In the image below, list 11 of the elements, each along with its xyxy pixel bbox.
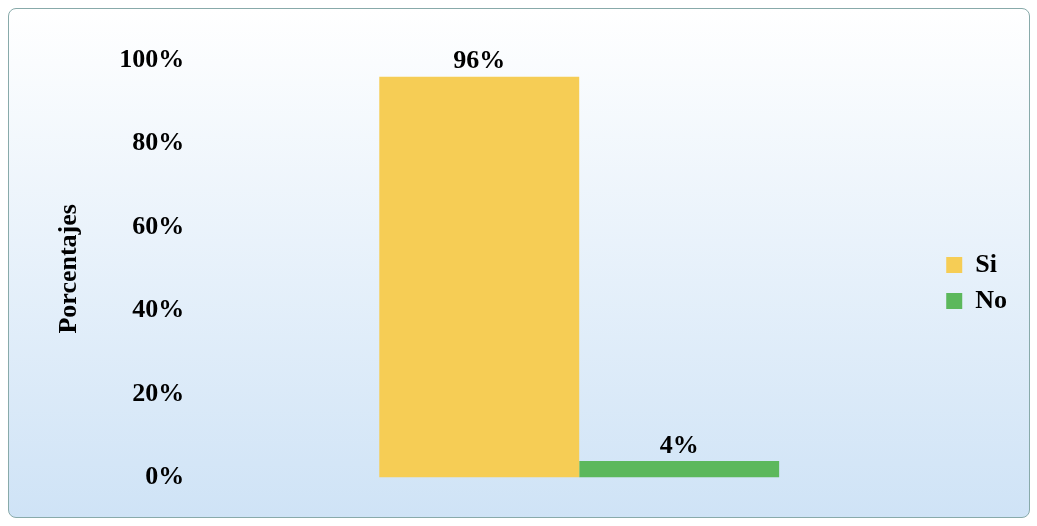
y-tick-label: 40% xyxy=(132,294,185,324)
y-tick-label: 100% xyxy=(119,43,185,73)
legend-label: No xyxy=(975,284,1007,314)
y-tick-label: 80% xyxy=(132,127,185,157)
legend-label: Si xyxy=(975,248,997,278)
y-tick-label: 0% xyxy=(145,461,185,491)
y-tick-label: 60% xyxy=(132,210,185,240)
data-label: 4% xyxy=(659,429,699,459)
data-label: 96% xyxy=(453,45,506,75)
y-axis-title: Porcentajes xyxy=(53,204,83,334)
y-tick-label: 20% xyxy=(132,377,185,407)
